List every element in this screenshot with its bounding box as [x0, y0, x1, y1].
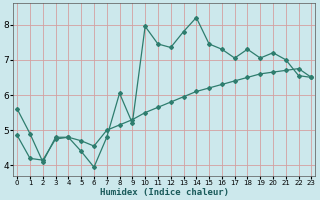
X-axis label: Humidex (Indice chaleur): Humidex (Indice chaleur): [100, 188, 229, 197]
